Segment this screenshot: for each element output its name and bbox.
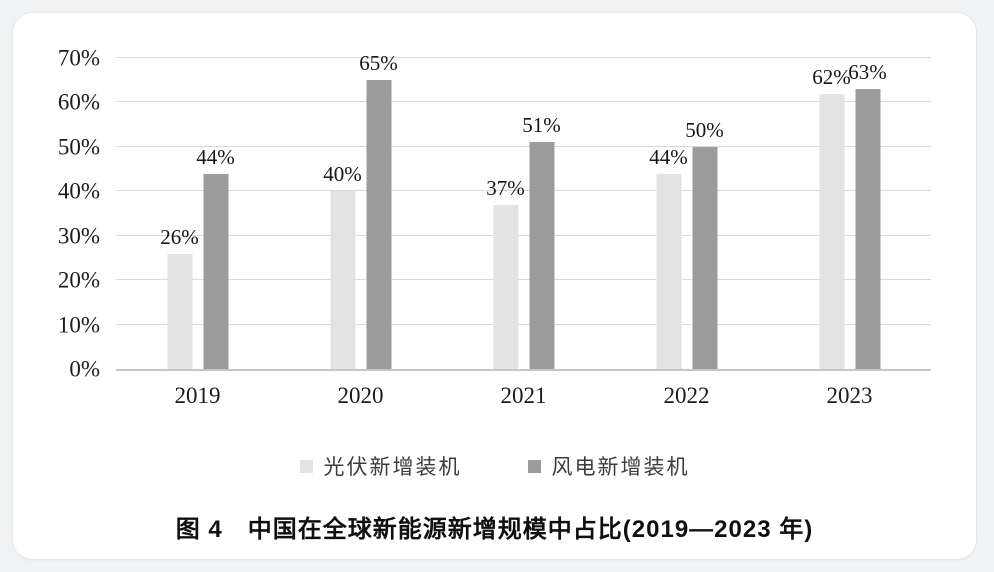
bar-wind: 44%	[196, 145, 235, 369]
y-tick-label: 30%	[57, 223, 100, 249]
bar-value-label: 62%	[812, 64, 851, 89]
y-tick-label: 40%	[57, 178, 100, 204]
chart-caption: 图 4 中国在全球新能源新增规模中占比(2019—2023 年)	[175, 516, 814, 543]
bar-value-label: 40%	[323, 162, 362, 187]
y-tick-label: 10%	[57, 312, 100, 338]
bar-group: 40% 65%	[323, 51, 398, 369]
bar-value-label: 51%	[522, 113, 561, 138]
bar-solar: 40%	[323, 162, 362, 369]
legend-item-wind: 风电新增装机	[527, 451, 690, 481]
y-gridline	[116, 190, 931, 192]
y-tick-label: 60%	[57, 89, 100, 115]
legend-item-solar: 光伏新增装机	[299, 451, 462, 481]
bar-group: 37% 51%	[486, 58, 561, 369]
x-tick-label: 2023	[826, 383, 873, 408]
legend: 光伏新增装机 风电新增装机	[13, 451, 976, 481]
y-gridline	[116, 145, 931, 147]
bar-group: 62% 63%	[812, 58, 887, 369]
bar-value-label: 44%	[196, 144, 235, 169]
y-tick-label: 50%	[57, 134, 100, 160]
plot-area: 0% 10% 20% 30% 40% 50% 60% 70% 26% 44% 40% 65% 37% 51…	[58, 47, 931, 381]
bar-wind: 63%	[848, 60, 887, 369]
bar-value-label: 63%	[848, 60, 887, 85]
bar-value-label: 65%	[359, 51, 398, 76]
y-gridline	[116, 323, 931, 325]
x-tick-label: 2019	[174, 383, 221, 408]
bar-solar: 44%	[649, 145, 688, 369]
y-tick-label: 0%	[69, 356, 100, 382]
bar-value-label: 26%	[160, 224, 199, 249]
bar-value-label: 50%	[685, 117, 724, 142]
y-gridline	[116, 57, 931, 58]
y-tick-label: 20%	[57, 267, 100, 293]
bar-group: 26% 44%	[160, 58, 235, 369]
bar-wind: 51%	[522, 113, 561, 369]
y-gridline	[116, 234, 931, 236]
y-gridline	[116, 279, 931, 281]
legend-label: 光伏新增装机	[323, 455, 462, 479]
bar-group: 44% 50%	[649, 58, 724, 369]
x-axis: 2019 2020 2021 2022 2023	[116, 371, 931, 411]
x-tick-label: 2020	[337, 383, 384, 408]
bar-solar: 26%	[160, 225, 199, 369]
bar-solar: 62%	[812, 65, 851, 369]
bar-solar: 37%	[486, 176, 525, 369]
legend-swatch-icon	[527, 459, 541, 473]
y-gridline	[116, 101, 931, 103]
bar-value-label: 37%	[486, 175, 525, 200]
legend-label: 风电新增装机	[551, 455, 690, 479]
chart-card: 0% 10% 20% 30% 40% 50% 60% 70% 26% 44% 40% 65% 37% 51…	[12, 12, 977, 560]
legend-swatch-icon	[299, 459, 313, 473]
bar-value-label: 44%	[649, 144, 688, 169]
y-tick-label: 70%	[57, 45, 100, 71]
x-tick-label: 2021	[500, 383, 547, 408]
bar-wind: 50%	[685, 118, 724, 369]
x-tick-label: 2022	[663, 383, 710, 408]
bar-wind: 65%	[359, 51, 398, 369]
